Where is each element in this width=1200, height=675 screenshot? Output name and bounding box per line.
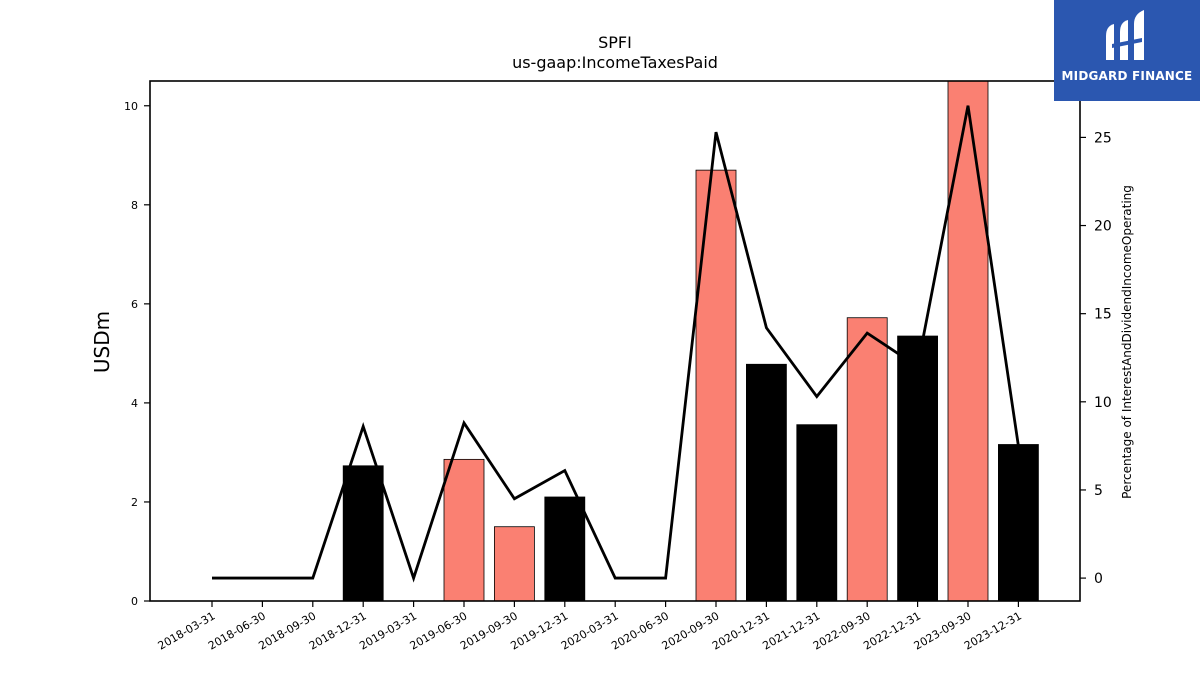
bar [947,80,989,602]
y-tick-label: 4 [131,397,138,410]
y-axis-label: USDm [90,311,114,373]
line-layer [212,105,1020,583]
bar [998,444,1039,602]
logo-text: MIDGARD FINANCE [1061,69,1193,83]
bar [493,526,535,602]
bar [544,496,586,602]
bar [443,458,485,602]
y-tick-label: 10 [124,100,138,113]
chart-title: SPFI [598,33,632,52]
logo: MIDGARD FINANCE [1054,0,1200,101]
midgard-logo-icon [1106,10,1144,60]
y-tick-label: 0 [131,595,138,608]
bar [342,465,384,602]
chart-subtitle: us-gaap:IncomeTaxesPaid [512,53,718,72]
y2-tick-label: 20 [1094,219,1112,235]
series-line [212,105,1020,583]
bar [695,169,737,602]
y2-tick-label: 10 [1094,395,1112,411]
y-tick-label: 6 [131,298,138,311]
y-tick-label: 2 [131,496,138,509]
bar [746,363,787,602]
bar [796,424,838,602]
y2-tick-label: 0 [1094,571,1103,587]
x-tick-label: 2023-12-31 [962,609,1024,652]
bar [846,317,888,602]
bar [897,335,938,602]
plot-frame [149,80,1081,602]
y2-tick-label: 25 [1094,130,1112,146]
y2-axis-label: Percentage of InterestAndDividendIncomeO… [1120,185,1134,499]
bars-layer [342,80,1039,602]
y2-tick-label: 15 [1094,307,1112,323]
y2-tick-label: 5 [1094,483,1103,499]
y-tick-label: 8 [131,199,138,212]
